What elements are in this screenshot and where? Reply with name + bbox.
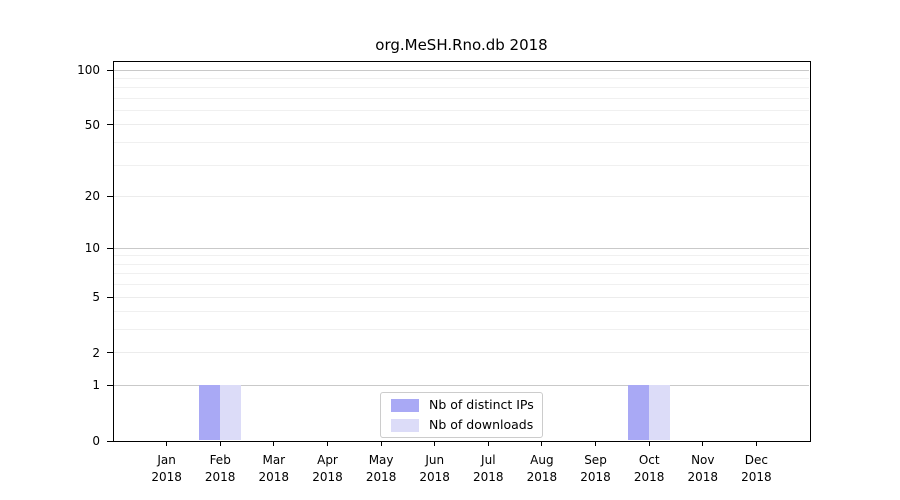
y-tick-mark-2 <box>107 352 113 354</box>
x-tick-label-oct: Oct 2018 <box>620 452 678 486</box>
x-tick-mark-aug <box>541 441 543 446</box>
bar-distinct-ips-feb <box>199 385 221 440</box>
y-gridline-minor <box>114 110 809 112</box>
x-tick-label-apr: Apr 2018 <box>299 452 357 486</box>
y-tick-label-2: 2 <box>92 345 100 360</box>
bar-downloads-oct <box>649 385 671 440</box>
x-tick-year: 2018 <box>258 470 290 484</box>
legend-label-distinct-ips: Nb of distinct IPs <box>429 397 534 412</box>
x-tick-label-feb: Feb 2018 <box>191 452 249 486</box>
y-gridline-100 <box>114 69 809 71</box>
x-tick-year: 2018 <box>473 470 504 484</box>
y-tick-mark-0 <box>107 440 113 442</box>
x-tick-year: 2018 <box>633 470 665 484</box>
x-tick-mark-mar <box>273 441 275 446</box>
x-tick-mark-nov <box>702 441 704 446</box>
y-tick-mark-10 <box>107 247 113 249</box>
x-tick-year: 2018 <box>687 470 719 484</box>
y-gridline-5 <box>114 296 809 298</box>
y-gridline-minor <box>114 329 809 331</box>
x-tick-month: Jun <box>425 453 445 467</box>
y-tick-mark-100 <box>107 69 113 71</box>
y-tick-mark-5 <box>107 296 113 298</box>
y-gridline-10 <box>114 247 809 249</box>
legend-label-downloads: Nb of downloads <box>429 417 534 432</box>
x-tick-month: Apr <box>317 453 338 467</box>
y-gridline-minor <box>114 255 809 257</box>
x-tick-year: 2018 <box>741 470 772 484</box>
legend: Nb of distinct IPs Nb of downloads <box>380 392 543 438</box>
y-gridline-minor <box>114 273 809 275</box>
x-tick-mark-apr <box>327 441 328 446</box>
y-gridline-1 <box>114 384 809 386</box>
y-tick-mark-1 <box>107 384 113 386</box>
x-tick-month: Jan <box>157 453 176 467</box>
x-tick-label-nov: Nov 2018 <box>674 452 732 486</box>
x-tick-mark-jul <box>487 441 489 446</box>
x-tick-year: 2018 <box>526 470 558 484</box>
x-tick-mark-may <box>380 441 382 446</box>
x-tick-month: Feb <box>209 453 231 467</box>
y-gridline-minor <box>114 142 809 143</box>
x-tick-month: Jul <box>481 453 496 467</box>
x-tick-mark-feb <box>219 441 221 446</box>
x-tick-year: 2018 <box>204 470 236 484</box>
x-tick-label-jul: Jul 2018 <box>459 452 517 486</box>
y-gridline-minor <box>114 164 809 166</box>
x-tick-month: Mar <box>262 453 286 467</box>
x-tick-month: Oct <box>638 453 660 467</box>
y-gridline-20 <box>114 195 809 197</box>
chart-title: org.MeSH.Rno.db 2018 <box>375 36 548 54</box>
legend-swatch-distinct-ips-icon <box>391 398 419 412</box>
x-tick-year: 2018 <box>151 470 182 484</box>
x-tick-month: Nov <box>691 453 715 467</box>
y-gridline-50 <box>114 124 809 126</box>
x-tick-year: 2018 <box>419 470 450 484</box>
x-tick-year: 2018 <box>312 470 343 484</box>
x-tick-mark-sep <box>595 441 596 446</box>
y-gridline-2 <box>114 352 809 354</box>
y-tick-mark-20 <box>107 195 113 197</box>
x-tick-month: Dec <box>744 453 768 467</box>
y-tick-label-5: 5 <box>92 290 100 304</box>
y-tick-mark-50 <box>107 124 113 126</box>
x-tick-mark-dec <box>755 441 757 446</box>
y-gridline-minor <box>114 311 809 313</box>
x-tick-month: Aug <box>530 453 554 467</box>
y-tick-label-10: 10 <box>84 241 100 256</box>
x-tick-year: 2018 <box>365 470 397 484</box>
x-tick-label-mar: Mar 2018 <box>245 452 303 486</box>
y-tick-label-100: 100 <box>77 63 100 77</box>
x-tick-label-jun: Jun 2018 <box>406 452 464 486</box>
bar-distinct-ips-oct <box>628 385 650 440</box>
legend-item-distinct-ips: Nb of distinct IPs <box>391 398 534 412</box>
y-tick-label-20: 20 <box>84 189 100 204</box>
y-gridline-minor <box>114 87 809 89</box>
y-tick-label-50: 50 <box>84 117 100 132</box>
x-tick-month: Sep <box>584 453 607 467</box>
y-gridline-minor <box>114 263 809 265</box>
y-gridline-minor <box>114 77 809 79</box>
x-tick-label-dec: Dec 2018 <box>727 452 785 486</box>
x-tick-label-may: May 2018 <box>352 452 410 486</box>
y-tick-label-0: 0 <box>92 434 100 448</box>
legend-item-downloads: Nb of downloads <box>391 418 534 432</box>
plot-area <box>113 61 811 442</box>
x-tick-year: 2018 <box>580 470 611 484</box>
y-gridline-minor <box>114 97 809 99</box>
y-gridline-minor <box>114 284 809 286</box>
x-tick-month: May <box>368 453 394 467</box>
x-tick-mark-jun <box>434 441 436 446</box>
y-tick-label-1: 1 <box>92 378 100 393</box>
bar-downloads-feb <box>220 385 242 440</box>
x-tick-label-jan: Jan 2018 <box>138 452 196 486</box>
x-tick-mark-jan <box>166 441 168 446</box>
x-tick-mark-oct <box>648 441 650 446</box>
legend-swatch-downloads-icon <box>391 418 419 432</box>
x-tick-label-aug: Aug 2018 <box>513 452 571 486</box>
x-tick-label-sep: Sep 2018 <box>567 452 625 486</box>
